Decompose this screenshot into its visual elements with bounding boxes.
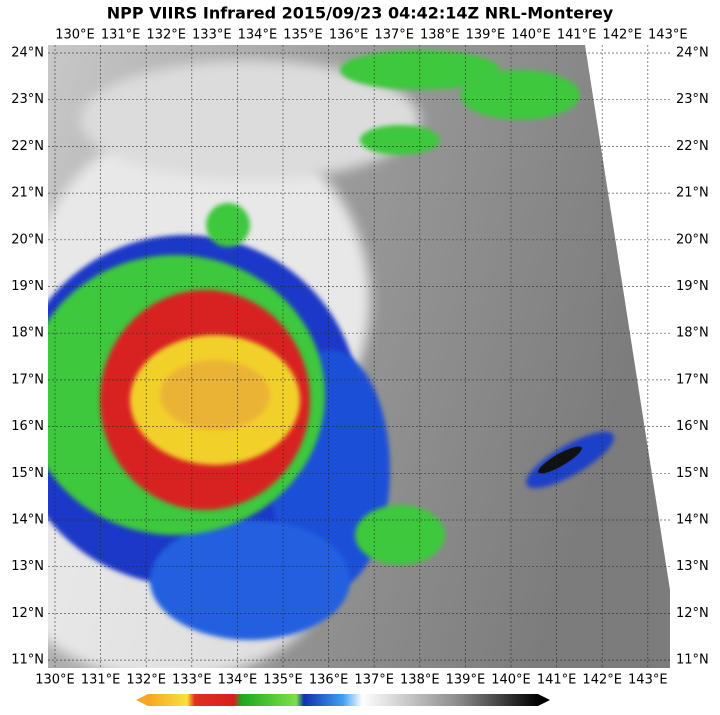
longitude-label-bottom: 136°E — [309, 673, 349, 688]
latitude-label-right: 13°N — [676, 559, 709, 574]
longitude-label-top: 141°E — [557, 28, 597, 43]
latitude-label-left: 12°N — [11, 606, 44, 621]
longitude-label-bottom: 141°E — [537, 673, 577, 688]
longitude-label-bottom: 139°E — [446, 673, 486, 688]
longitude-label-top: 138°E — [420, 28, 460, 43]
latitude-label-left: 11°N — [11, 653, 44, 668]
longitude-label-top: 133°E — [192, 28, 232, 43]
latitude-label-right: 11°N — [676, 653, 709, 668]
color-bar-arrow — [136, 694, 148, 706]
latitude-label-left: 15°N — [11, 466, 44, 481]
latitude-label-right: 17°N — [676, 372, 709, 387]
latitude-label-right: 15°N — [676, 466, 709, 481]
longitude-label-bottom: 131°E — [81, 673, 121, 688]
color-bar — [148, 694, 538, 706]
latitude-label-right: 14°N — [676, 513, 709, 528]
longitude-label-bottom: 130°E — [35, 673, 75, 688]
latitude-label-right: 22°N — [676, 139, 709, 154]
color-bar-arrow — [538, 694, 550, 706]
infrared-imagery — [48, 45, 670, 668]
longitude-label-top: 140°E — [511, 28, 551, 43]
latitude-label-left: 24°N — [11, 46, 44, 61]
longitude-label-bottom: 133°E — [172, 673, 212, 688]
latitude-label-right: 19°N — [676, 279, 709, 294]
longitude-label-bottom: 135°E — [263, 673, 303, 688]
latitude-label-left: 21°N — [11, 186, 44, 201]
longitude-label-bottom: 132°E — [126, 673, 166, 688]
latitude-label-right: 12°N — [676, 606, 709, 621]
latitude-label-right: 21°N — [676, 186, 709, 201]
longitude-label-bottom: 142°E — [582, 673, 622, 688]
longitude-label-bottom: 138°E — [400, 673, 440, 688]
latitude-label-left: 20°N — [11, 232, 44, 247]
longitude-label-top: 142°E — [602, 28, 642, 43]
latitude-label-left: 19°N — [11, 279, 44, 294]
latitude-label-left: 14°N — [11, 513, 44, 528]
latitude-label-right: 20°N — [676, 232, 709, 247]
longitude-label-top: 136°E — [329, 28, 369, 43]
latitude-label-right: 24°N — [676, 46, 709, 61]
latitude-label-left: 18°N — [11, 326, 44, 341]
longitude-label-top: 131°E — [101, 28, 141, 43]
longitude-label-bottom: 140°E — [491, 673, 531, 688]
longitude-label-bottom: 143°E — [628, 673, 668, 688]
map-title: NPP VIIRS Infrared 2015/09/23 04:42:14Z … — [107, 4, 614, 23]
longitude-label-top: 134°E — [238, 28, 278, 43]
longitude-label-top: 132°E — [146, 28, 186, 43]
longitude-label-top: 139°E — [466, 28, 506, 43]
latitude-label-right: 18°N — [676, 326, 709, 341]
latitude-label-left: 22°N — [11, 139, 44, 154]
latitude-label-left: 17°N — [11, 372, 44, 387]
latitude-label-left: 13°N — [11, 559, 44, 574]
latitude-label-right: 16°N — [676, 419, 709, 434]
longitude-label-top: 137°E — [374, 28, 414, 43]
longitude-label-bottom: 134°E — [218, 673, 258, 688]
longitude-label-top: 135°E — [283, 28, 323, 43]
longitude-label-top: 130°E — [55, 28, 95, 43]
longitude-label-top: 143°E — [648, 28, 688, 43]
latitude-label-left: 23°N — [11, 92, 44, 107]
latitude-label-left: 16°N — [11, 419, 44, 434]
latitude-label-right: 23°N — [676, 92, 709, 107]
longitude-label-bottom: 137°E — [354, 673, 394, 688]
